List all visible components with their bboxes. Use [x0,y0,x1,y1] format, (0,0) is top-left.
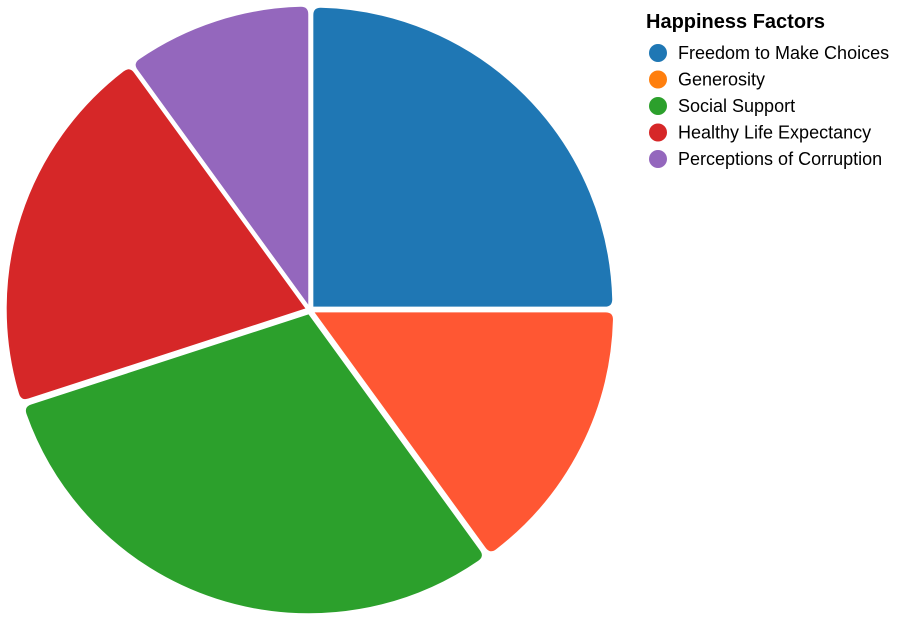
legend-label: Freedom to Make Choices [678,43,889,63]
legend-item-healthy-life-expectancy[interactable]: Healthy Life Expectancy [649,123,871,143]
legend-item-generosity[interactable]: Generosity [649,70,765,90]
pie-slice-perceptions-of-corruption[interactable] [134,5,310,307]
legend-swatch-icon [649,150,667,168]
legend-swatch-icon [649,97,667,115]
pie-slice-freedom-to-make-choices[interactable] [312,6,614,308]
legend-item-perceptions-of-corruption[interactable]: Perceptions of Corruption [649,149,882,169]
legend-label: Generosity [678,70,765,90]
legend: Happiness Factors Freedom to Make Choice… [646,11,889,169]
legend-label: Social Support [678,96,795,116]
legend-items: Freedom to Make Choices Generosity Social … [649,43,889,169]
pie-slice-social-support[interactable] [24,313,483,615]
pie-slice-generosity[interactable] [313,311,614,553]
legend-label: Healthy Life Expectancy [678,123,871,143]
legend-label: Perceptions of Corruption [678,149,882,169]
pie-slice-healthy-life-expectancy[interactable] [5,68,307,401]
legend-item-freedom-to-make-choices[interactable]: Freedom to Make Choices [649,43,889,63]
pie-slices [5,5,614,615]
legend-swatch-icon [649,44,667,62]
legend-swatch-icon [649,70,667,89]
legend-item-social-support[interactable]: Social Support [649,96,795,116]
legend-title: Happiness Factors [646,11,825,33]
legend-swatch-icon [649,123,667,142]
